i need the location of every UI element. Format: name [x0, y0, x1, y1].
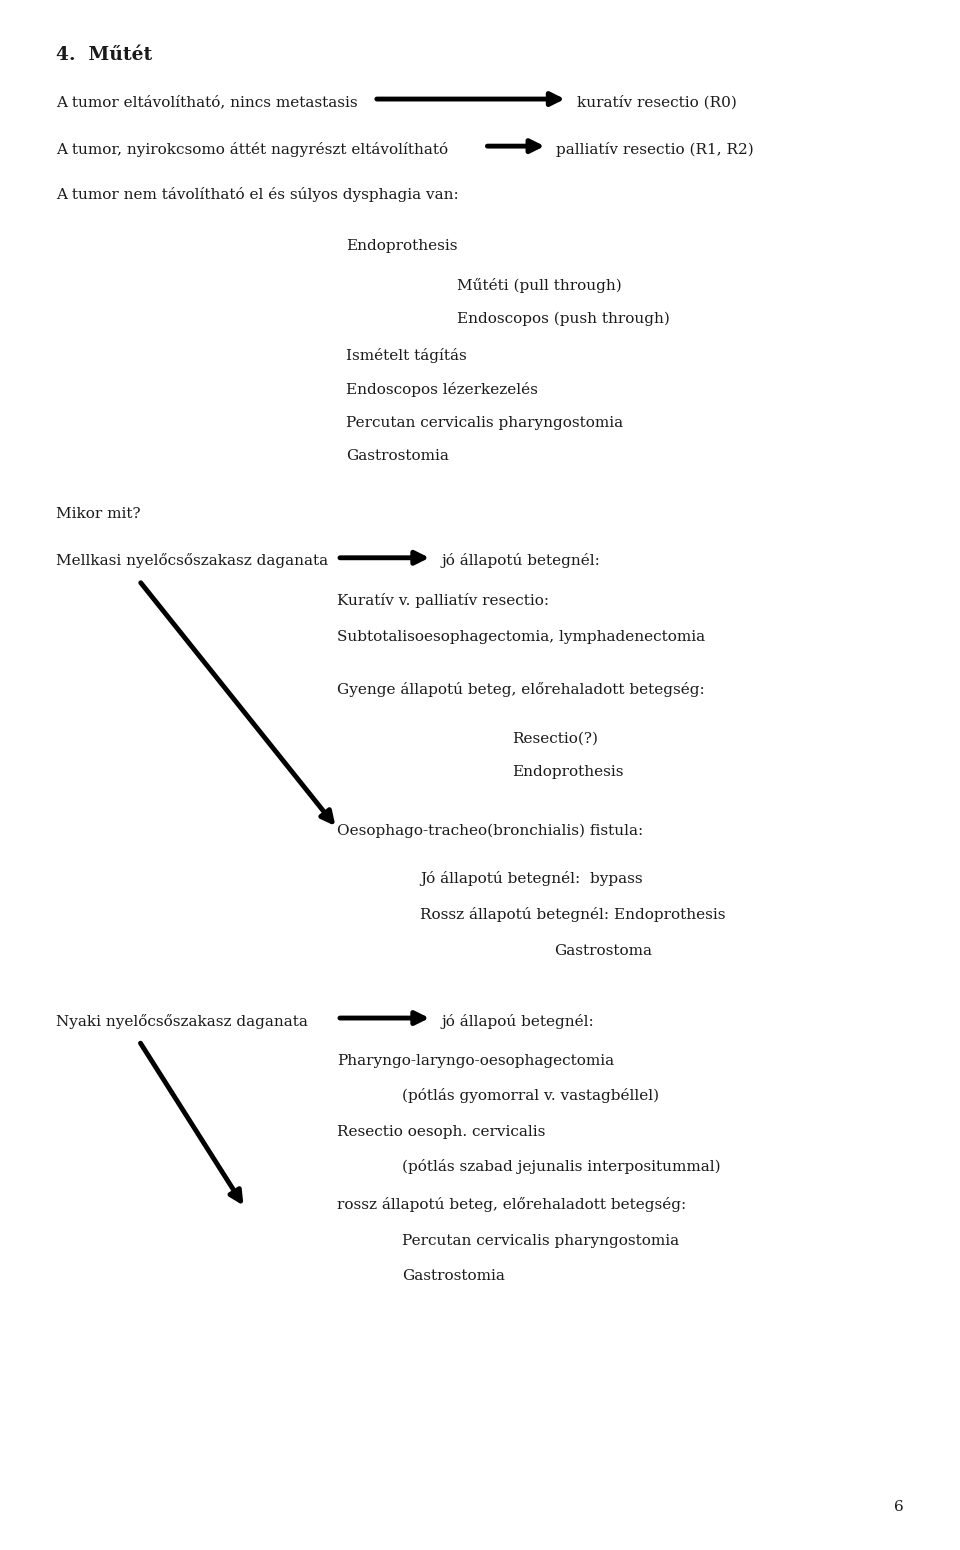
Text: (pótlás gyomorral v. vastagbéllel): (pótlás gyomorral v. vastagbéllel)	[401, 1088, 659, 1104]
Text: Kuratív v. palliatív resectio:: Kuratív v. palliatív resectio:	[337, 592, 549, 608]
Text: Ismételt tágítás: Ismételt tágítás	[347, 349, 468, 363]
Text: Endoscopos lézerkezelés: Endoscopos lézerkezelés	[347, 381, 539, 397]
Text: Pharyngo-laryngo-oesophagectomia: Pharyngo-laryngo-oesophagectomia	[337, 1054, 614, 1068]
Text: jó állapotú betegnél:: jó állapotú betegnél:	[442, 553, 600, 569]
Text: Gastrostoma: Gastrostoma	[554, 944, 652, 958]
Text: Subtotalisoesophagectomia, lymphadenectomia: Subtotalisoesophagectomia, lymphadenecto…	[337, 629, 706, 643]
Text: rossz állapotú beteg, előrehaladott betegség:: rossz állapotú beteg, előrehaladott bete…	[337, 1198, 686, 1212]
Text: palliatív resectio (R1, R2): palliatív resectio (R1, R2)	[557, 141, 755, 157]
Text: Gastrostomia: Gastrostomia	[401, 1269, 505, 1283]
Text: Percutan cervicalis pharyngostomia: Percutan cervicalis pharyngostomia	[347, 415, 623, 429]
Text: jó állapoú betegnél:: jó állapoú betegnél:	[442, 1014, 594, 1029]
Text: (pótlás szabad jejunalis interpositummal): (pótlás szabad jejunalis interpositummal…	[401, 1159, 720, 1175]
Text: Endoprothesis: Endoprothesis	[513, 766, 624, 780]
Text: Mikor mit?: Mikor mit?	[56, 507, 141, 521]
Text: Endoprothesis: Endoprothesis	[347, 239, 458, 253]
Text: A tumor nem távolítható el és súlyos dysphagia van:: A tumor nem távolítható el és súlyos dys…	[56, 188, 459, 202]
Text: Gyenge állapotú beteg, előrehaladott betegség:: Gyenge állapotú beteg, előrehaladott bet…	[337, 682, 705, 698]
Text: Resectio(?): Resectio(?)	[513, 732, 598, 746]
Text: Mellkasi nyelőcsőszakasz daganata: Mellkasi nyelőcsőszakasz daganata	[56, 553, 328, 569]
Text: Gastrostomia: Gastrostomia	[347, 449, 449, 463]
Text: 4.  Műtét: 4. Műtét	[56, 46, 153, 64]
Text: Percutan cervicalis pharyngostomia: Percutan cervicalis pharyngostomia	[401, 1234, 679, 1248]
Text: Rossz állapotú betegnél: Endoprothesis: Rossz állapotú betegnél: Endoprothesis	[420, 907, 726, 922]
Text: Jó állapotú betegnél:  bypass: Jó állapotú betegnél: bypass	[420, 871, 643, 885]
Text: 6: 6	[894, 1500, 904, 1514]
Text: Nyaki nyelőcsőszakasz daganata: Nyaki nyelőcsőszakasz daganata	[56, 1014, 308, 1029]
Text: Resectio oesoph. cervicalis: Resectio oesoph. cervicalis	[337, 1125, 545, 1139]
Text: kuratív resectio (R0): kuratív resectio (R0)	[577, 95, 736, 109]
Text: Oesophago-tracheo(bronchialis) fistula:: Oesophago-tracheo(bronchialis) fistula:	[337, 825, 643, 839]
Text: A tumor, nyirokcsomo áttét nagyrészt eltávolítható: A tumor, nyirokcsomo áttét nagyrészt elt…	[56, 141, 448, 157]
Text: Endoscopos (push through): Endoscopos (push through)	[457, 312, 670, 327]
Text: A tumor eltávolítható, nincs metastasis: A tumor eltávolítható, nincs metastasis	[56, 95, 358, 109]
Text: Műtéti (pull through): Műtéti (pull through)	[457, 279, 622, 293]
